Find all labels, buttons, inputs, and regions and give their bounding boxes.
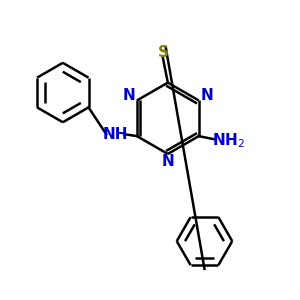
Text: N: N (161, 154, 174, 169)
Text: N: N (200, 88, 213, 103)
Text: S: S (158, 45, 168, 60)
Text: NH$_2$: NH$_2$ (212, 132, 245, 150)
Text: NH: NH (102, 127, 128, 142)
Text: N: N (123, 88, 135, 103)
